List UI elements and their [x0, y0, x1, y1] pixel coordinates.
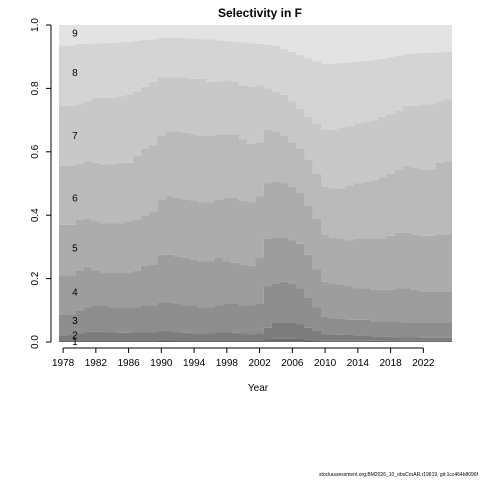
y-axis: 0.0 0.2 0.4 0.6 0.8 1.0	[30, 18, 52, 349]
band-label-7: 7	[72, 131, 78, 142]
footnote: stockassessment.org,BM2026_10_obsCorAR,r…	[319, 472, 479, 478]
y-tick-label: 0.4	[30, 208, 41, 222]
x-tick-label: 2010	[314, 358, 337, 369]
y-tick-label: 0.6	[30, 144, 41, 158]
chart-title: Selectivity in F	[218, 6, 302, 20]
band-label-6: 6	[72, 193, 78, 204]
x-tick-label: 2006	[281, 358, 304, 369]
band-labels: 12 3 4 5 6 7 8 9	[72, 28, 78, 348]
y-tick-label: 0.2	[30, 271, 41, 285]
x-tick-label: 2018	[379, 358, 402, 369]
x-tick-label: 1994	[183, 358, 206, 369]
band-4	[59, 237, 452, 323]
band-1	[59, 338, 452, 342]
y-tick-label: 0.8	[30, 81, 41, 95]
x-tick-label: 2002	[248, 358, 271, 369]
band-label-9: 9	[72, 28, 78, 39]
band-9	[59, 25, 452, 64]
band-label-4: 4	[72, 287, 78, 298]
band-label-2: 2	[72, 331, 78, 342]
x-tick-label: 1998	[216, 358, 239, 369]
x-tick-label: 1982	[85, 358, 108, 369]
band-label-1: 1	[72, 337, 78, 348]
band-8	[59, 37, 452, 130]
band-3	[59, 281, 452, 338]
band-label-5: 5	[72, 244, 78, 255]
x-tick-label: 1978	[52, 358, 75, 369]
y-tick-label: 0.0	[30, 335, 41, 349]
x-axis: 1978 1982 1986 1990 1994 1998 2002 2006 2010 2014…	[52, 347, 435, 369]
band-2	[59, 322, 452, 341]
x-axis-label: Year	[248, 383, 269, 394]
y-tick-label: 1.0	[30, 18, 41, 32]
x-tick-label: 1986	[117, 358, 140, 369]
x-tick-label: 2014	[347, 358, 370, 369]
band-label-8: 8	[72, 68, 78, 79]
band-7	[59, 77, 452, 189]
x-tick-label: 2022	[412, 358, 435, 369]
x-tick-label: 1990	[150, 358, 173, 369]
band-6	[59, 129, 452, 241]
stacked-bands	[59, 25, 452, 342]
band-label-3: 3	[72, 316, 78, 327]
